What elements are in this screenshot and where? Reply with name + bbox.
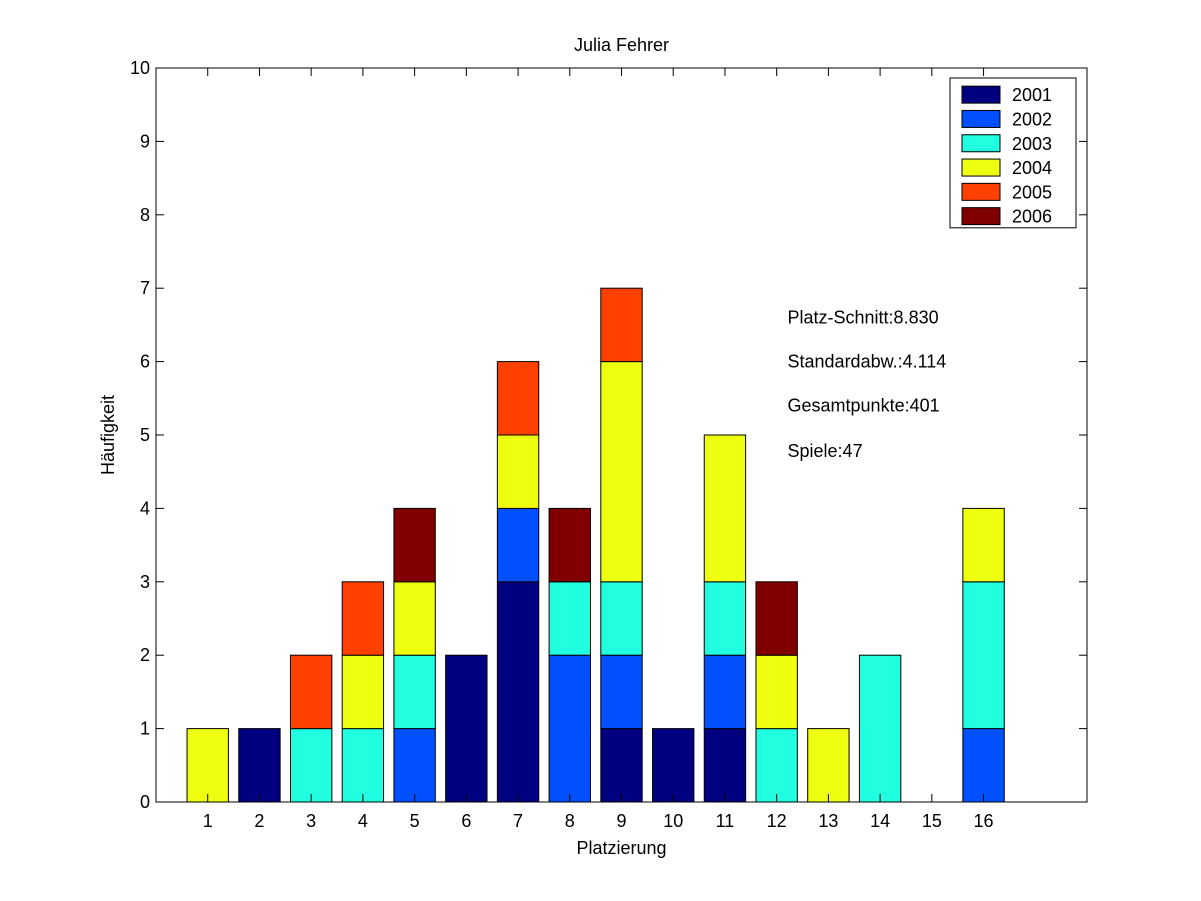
x-tick-label-4: 4: [358, 811, 368, 831]
y-tick-label-9: 9: [140, 131, 150, 151]
y-tick-label-10: 10: [130, 58, 150, 78]
x-tick-label-1: 1: [203, 811, 213, 831]
legend-swatch-2005: [961, 182, 1001, 201]
bar-segment-2001-place-9: [600, 728, 643, 803]
bar-segment-2005-place-7: [496, 361, 540, 436]
bar-segment-2005-place-4: [341, 581, 385, 656]
bar-segment-2003-place-3: [289, 728, 333, 803]
bar-segment-2001-place-2: [238, 728, 281, 803]
bar-segment-2006-place-8: [548, 507, 591, 583]
x-tick-label-6: 6: [461, 811, 471, 831]
bar-segment-2006-place-12: [755, 581, 798, 656]
y-axis-label: Häufigkeit: [98, 395, 118, 475]
x-tick-label-10: 10: [663, 811, 683, 831]
bar-segment-2003-place-8: [548, 581, 591, 656]
bar-segment-2003-place-4: [341, 728, 385, 803]
legend-swatch-2002: [961, 109, 1001, 128]
bar-segment-2004-place-12: [755, 654, 798, 730]
legend-label-2001: 2001: [1012, 85, 1052, 105]
x-tick-label-8: 8: [565, 811, 575, 831]
y-tick-label-4: 4: [140, 498, 150, 518]
legend: 2001 2002 2003 2004 2005 2006: [949, 77, 1077, 229]
bar-segment-2002-place-9: [600, 654, 643, 730]
bar-segment-2004-place-4: [341, 654, 385, 730]
legend-box: [949, 77, 1077, 229]
x-tick-label-7: 7: [513, 811, 523, 831]
bar-segment-2002-place-16: [962, 728, 1005, 803]
y-tick-label-1: 1: [140, 719, 150, 739]
bar-segment-2003-place-14: [858, 654, 902, 803]
bar-segment-2006-place-5: [393, 507, 436, 583]
legend-swatch-2001: [961, 85, 1001, 104]
y-tick-label-3: 3: [140, 572, 150, 592]
bar-segment-2004-place-5: [393, 581, 436, 656]
x-tick-label-3: 3: [306, 811, 316, 831]
y-tick-label-8: 8: [140, 205, 150, 225]
legend-label-2006: 2006: [1012, 207, 1052, 227]
bar-segment-2004-place-1: [186, 728, 229, 803]
bar-segment-2003-place-11: [703, 581, 747, 656]
legend-label-2003: 2003: [1012, 134, 1052, 154]
annotation-games: Spiele:47: [788, 441, 863, 461]
x-tick-label-16: 16: [974, 811, 994, 831]
bar-segment-2001-place-11: [703, 728, 747, 803]
x-tick-label-9: 9: [616, 811, 626, 831]
legend-label-2005: 2005: [1012, 182, 1052, 202]
bar-segment-2002-place-8: [548, 654, 591, 803]
x-tick-label-15: 15: [922, 811, 942, 831]
y-tick-label-0: 0: [140, 792, 150, 812]
annotation-average: Platz-Schnitt:8.830: [788, 308, 939, 328]
bar-segment-2002-place-5: [393, 728, 436, 803]
x-tick-label-12: 12: [767, 811, 787, 831]
bar-segment-2005-place-3: [289, 654, 333, 730]
x-tick-label-5: 5: [410, 811, 420, 831]
chart-title: Julia Fehrer: [574, 35, 669, 55]
bar-segment-2003-place-9: [600, 581, 643, 656]
bar-segment-2002-place-11: [703, 654, 747, 730]
legend-swatch-2004: [961, 158, 1001, 177]
bar-segment-2001-place-6: [445, 654, 488, 803]
bars-group: [186, 287, 1005, 803]
legend-swatch-2006: [961, 207, 1001, 226]
legend-swatch-2003: [961, 134, 1001, 153]
annotation-std-dev: Standardabw.:4.114: [788, 352, 947, 372]
bar-segment-2003-place-16: [962, 581, 1005, 730]
x-tick-label-13: 13: [818, 811, 838, 831]
bar-segment-2004-place-13: [807, 728, 850, 803]
legend-label-2004: 2004: [1012, 158, 1052, 178]
statistics-annotations: Platz-Schnitt:8.830 Standardabw.:4.114 G…: [788, 308, 947, 462]
bar-segment-2005-place-9: [600, 287, 643, 363]
bar-segment-2004-place-16: [962, 507, 1005, 583]
y-tick-label-2: 2: [140, 645, 150, 665]
annotation-total-points: Gesamtpunkte:401: [788, 396, 940, 416]
bar-segment-2003-place-5: [393, 654, 436, 730]
bar-segment-2003-place-12: [755, 728, 798, 803]
y-tick-label-7: 7: [140, 278, 150, 298]
bar-segment-2002-place-7: [496, 507, 540, 583]
bar-segment-2001-place-7: [496, 581, 540, 803]
y-tick-label-6: 6: [140, 352, 150, 372]
bar-segment-2004-place-9: [600, 361, 643, 583]
x-tick-label-11: 11: [716, 811, 735, 831]
bar-segment-2004-place-11: [703, 434, 747, 583]
y-tick-label-5: 5: [140, 425, 150, 445]
x-tick-label-14: 14: [870, 811, 890, 831]
bar-segment-2001-place-10: [652, 728, 695, 803]
x-axis-label: Platzierung: [576, 838, 666, 858]
legend-label-2002: 2002: [1012, 109, 1052, 129]
x-tick-label-2: 2: [254, 811, 264, 831]
bar-segment-2004-place-7: [496, 434, 540, 509]
